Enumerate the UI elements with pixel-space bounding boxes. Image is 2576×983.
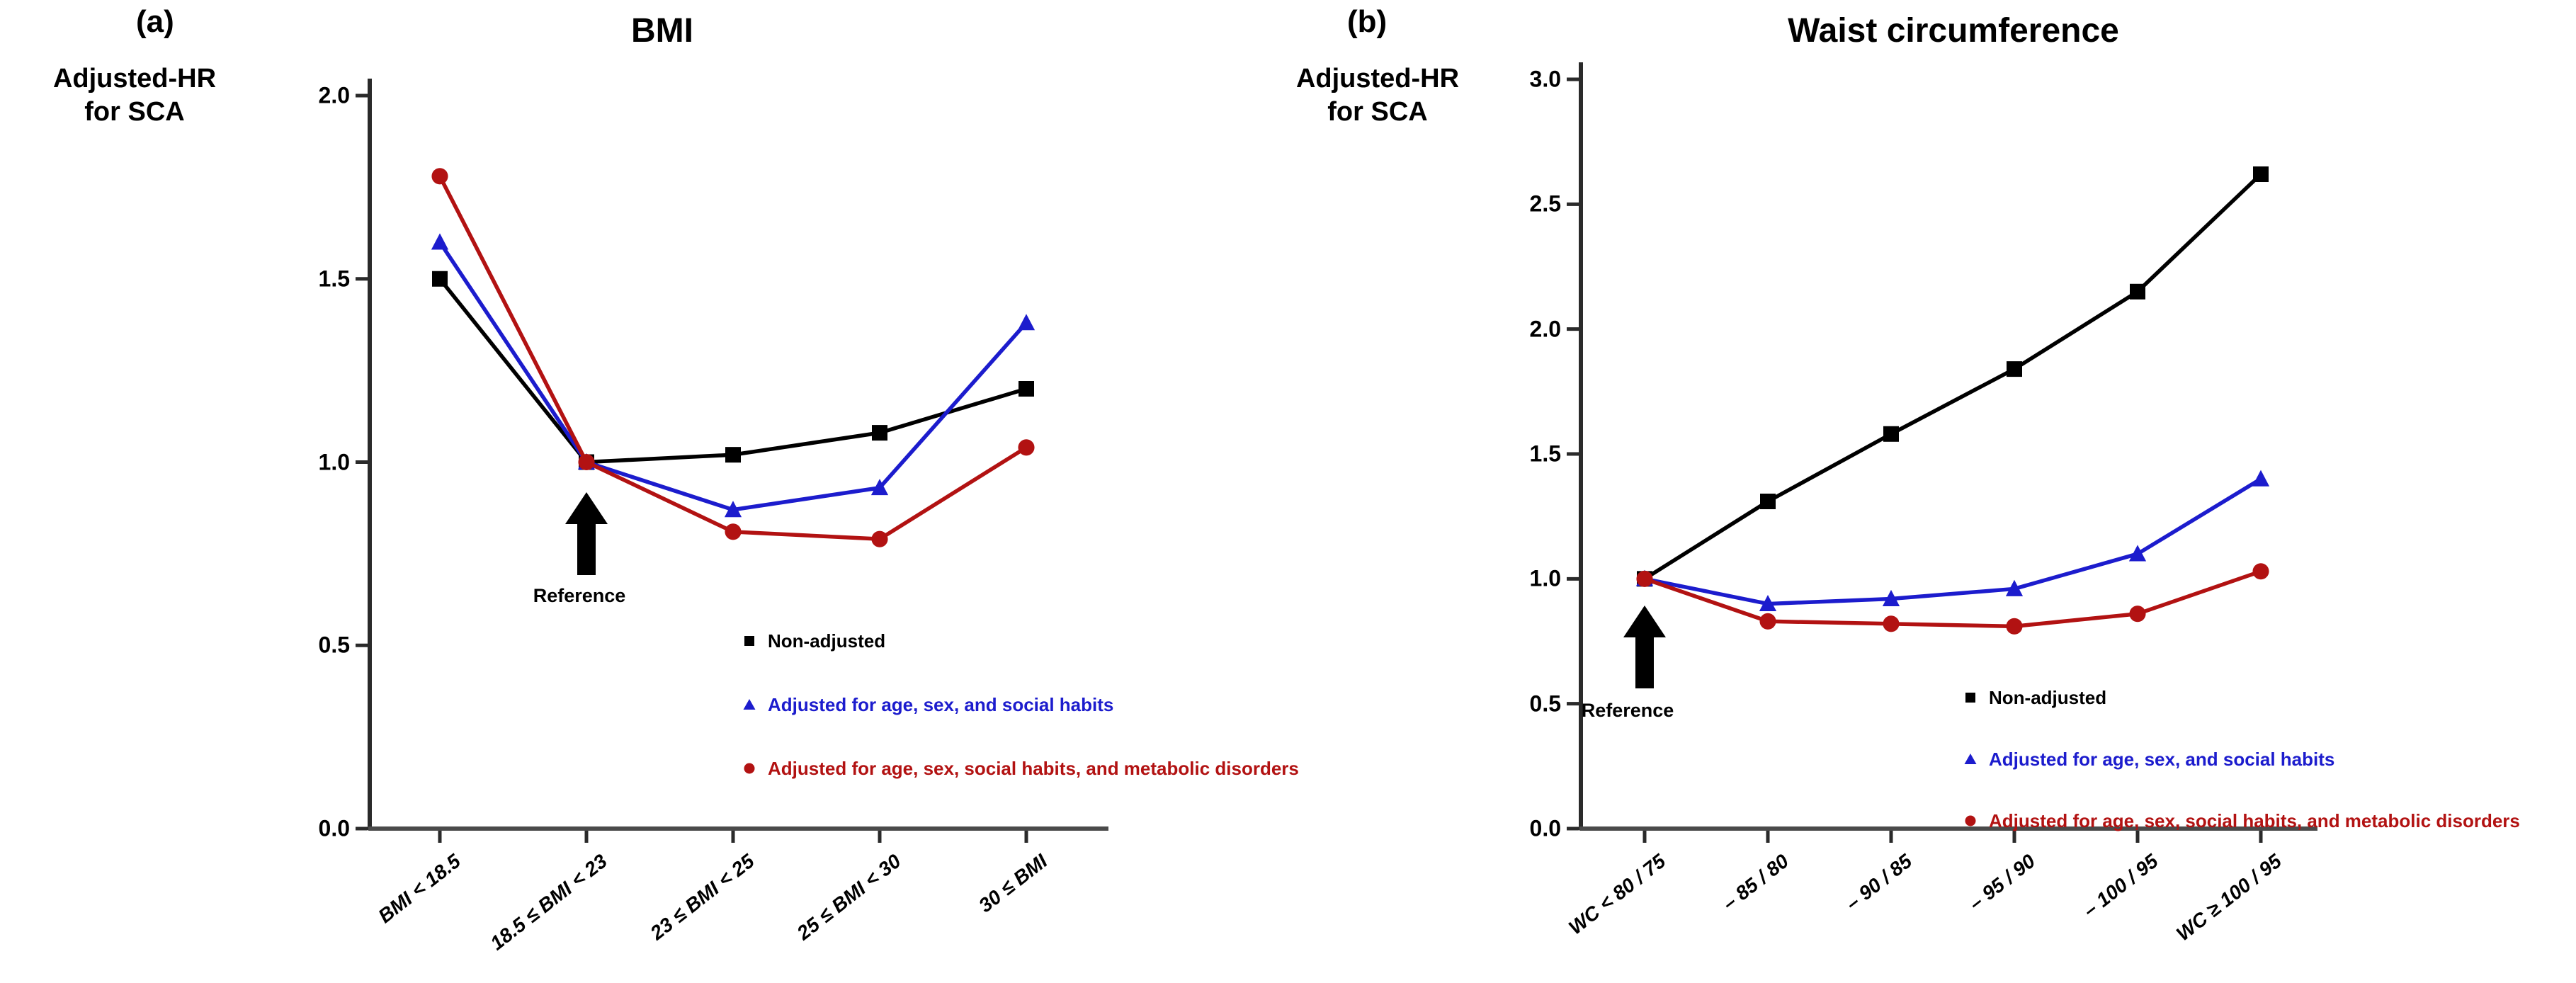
reference-arrow-icon (1623, 606, 1666, 688)
series-line (438, 174, 1028, 541)
series-marker-circle-icon (871, 530, 888, 547)
series-marker-square-icon (432, 271, 448, 287)
series-marker-triangle-icon (2128, 545, 2147, 562)
series-marker-square-icon (872, 425, 887, 441)
series-marker-circle-icon (725, 523, 742, 540)
series-marker-circle-icon (431, 168, 448, 185)
series-marker-triangle-icon (1759, 594, 1777, 612)
series-marker-square-icon (1019, 381, 1034, 397)
series-marker-circle-icon (1018, 439, 1035, 456)
series-marker-circle-icon (1759, 613, 1776, 630)
series-marker-triangle-icon (431, 233, 449, 250)
series-marker-square-icon (1883, 426, 1899, 442)
series-marker-triangle-icon (2005, 579, 2024, 596)
series-marker-circle-icon (1636, 570, 1653, 587)
series-marker-triangle-icon (2252, 470, 2270, 487)
series-marker-square-icon (2130, 283, 2145, 300)
series-line (1642, 477, 2263, 606)
series-marker-circle-icon (2006, 618, 2023, 635)
series-marker-triangle-icon (1882, 589, 1900, 606)
series-marker-triangle-icon (1017, 314, 1035, 331)
series-marker-circle-icon (2129, 606, 2146, 623)
series-marker-square-icon (2253, 166, 2269, 183)
series-marker-square-icon (2007, 361, 2022, 377)
series-marker-triangle-icon (870, 479, 889, 496)
series-marker-square-icon (1760, 494, 1776, 510)
series-line (438, 240, 1028, 512)
series-marker-square-icon (725, 447, 741, 463)
series-line (1642, 569, 2263, 629)
series-marker-triangle-icon (724, 501, 742, 518)
series-line (1642, 172, 2263, 581)
reference-arrow-icon (565, 492, 608, 575)
series-line (438, 277, 1028, 465)
series-marker-circle-icon (578, 453, 595, 471)
series-marker-circle-icon (1883, 615, 1900, 632)
series-marker-circle-icon (2252, 563, 2269, 580)
